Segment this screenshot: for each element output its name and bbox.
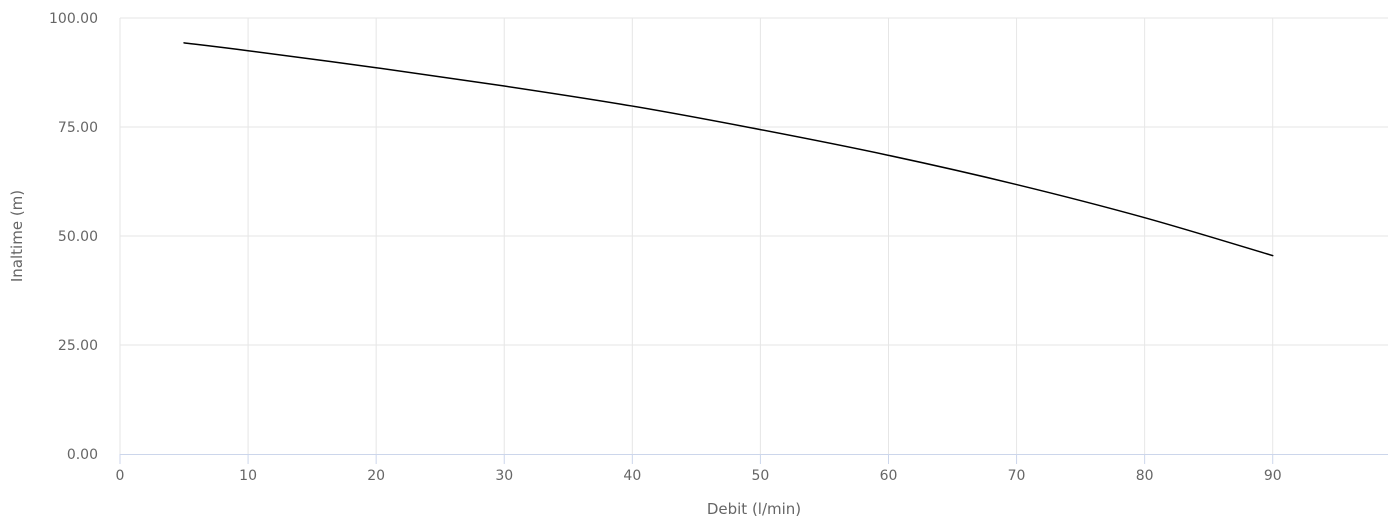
y-tick-label: 50.00 bbox=[58, 229, 98, 245]
x-tick-label: 10 bbox=[239, 468, 257, 484]
y-tick-label: 100.00 bbox=[49, 11, 98, 27]
x-tick-label: 30 bbox=[495, 468, 513, 484]
x-tick-label: 50 bbox=[751, 468, 769, 484]
y-axis: 0.00 25.00 50.00 75.00 100.00 bbox=[49, 11, 98, 463]
y-tick-label: 25.00 bbox=[58, 338, 98, 354]
x-tick-label: 40 bbox=[623, 468, 641, 484]
x-tick-label: 0 bbox=[116, 468, 125, 484]
series-group bbox=[183, 42, 1274, 257]
series-line bbox=[183, 42, 1274, 257]
x-gridlines bbox=[119, 18, 1274, 454]
x-tick-label: 90 bbox=[1264, 468, 1282, 484]
x-axis: 0 10 20 30 40 50 60 70 80 90 bbox=[116, 454, 1282, 484]
x-tick-label: 20 bbox=[367, 468, 385, 484]
x-tick-label: 70 bbox=[1008, 468, 1026, 484]
x-tick-label: 60 bbox=[880, 468, 898, 484]
x-tick-label: 80 bbox=[1136, 468, 1154, 484]
x-axis-title: Debit (l/min) bbox=[707, 500, 801, 518]
y-tick-label: 0.00 bbox=[67, 447, 98, 463]
y-gridlines bbox=[120, 17, 1388, 346]
y-tick-label: 75.00 bbox=[58, 120, 98, 136]
y-axis-title: Inaltime (m) bbox=[8, 190, 26, 282]
